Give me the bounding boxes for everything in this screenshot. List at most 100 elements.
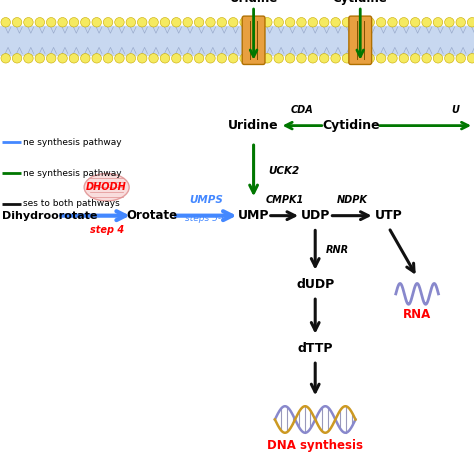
Circle shape <box>433 54 443 63</box>
Circle shape <box>69 54 79 63</box>
Circle shape <box>126 54 136 63</box>
Circle shape <box>285 18 295 27</box>
Circle shape <box>126 18 136 27</box>
Circle shape <box>58 54 67 63</box>
Circle shape <box>354 54 363 63</box>
Circle shape <box>24 54 33 63</box>
Circle shape <box>58 18 67 27</box>
Text: DNA synthesis: DNA synthesis <box>267 439 363 452</box>
Circle shape <box>354 18 363 27</box>
Circle shape <box>365 18 374 27</box>
Text: steps 5-6: steps 5-6 <box>185 214 227 223</box>
Text: CMPK1: CMPK1 <box>265 195 303 205</box>
Circle shape <box>92 18 101 27</box>
Circle shape <box>319 18 329 27</box>
Text: step 4: step 4 <box>90 225 124 235</box>
FancyBboxPatch shape <box>349 16 372 64</box>
Circle shape <box>160 54 170 63</box>
Circle shape <box>217 18 227 27</box>
Circle shape <box>331 54 340 63</box>
Text: dUDP: dUDP <box>296 278 334 291</box>
Circle shape <box>1 18 10 27</box>
Circle shape <box>172 54 181 63</box>
Text: Uridine: Uridine <box>229 0 278 5</box>
Circle shape <box>433 18 443 27</box>
Text: DHODH: DHODH <box>86 182 127 192</box>
Circle shape <box>149 18 158 27</box>
Circle shape <box>445 18 454 27</box>
Circle shape <box>456 18 465 27</box>
Circle shape <box>422 18 431 27</box>
Circle shape <box>81 54 90 63</box>
Circle shape <box>388 18 397 27</box>
Circle shape <box>206 18 215 27</box>
Circle shape <box>228 18 238 27</box>
Text: UDP: UDP <box>301 209 330 222</box>
Text: Cytidine: Cytidine <box>333 0 388 5</box>
Circle shape <box>115 18 124 27</box>
Circle shape <box>35 54 45 63</box>
Text: ses to both pathways: ses to both pathways <box>23 200 120 208</box>
Text: UMPS: UMPS <box>189 195 223 205</box>
Circle shape <box>308 18 318 27</box>
Circle shape <box>194 18 204 27</box>
Circle shape <box>410 18 420 27</box>
Circle shape <box>388 54 397 63</box>
Circle shape <box>251 54 261 63</box>
Circle shape <box>422 54 431 63</box>
Circle shape <box>467 54 474 63</box>
Circle shape <box>342 54 352 63</box>
Circle shape <box>376 18 386 27</box>
Circle shape <box>24 18 33 27</box>
Circle shape <box>445 54 454 63</box>
Circle shape <box>1 54 10 63</box>
Circle shape <box>194 54 204 63</box>
Text: ne synthesis pathway: ne synthesis pathway <box>23 138 122 146</box>
Text: RNA: RNA <box>403 308 431 321</box>
Circle shape <box>35 18 45 27</box>
Text: dTTP: dTTP <box>298 342 333 355</box>
Circle shape <box>149 54 158 63</box>
Circle shape <box>217 54 227 63</box>
Circle shape <box>240 54 249 63</box>
Circle shape <box>308 54 318 63</box>
Text: UMP: UMP <box>238 209 269 222</box>
Circle shape <box>160 18 170 27</box>
Circle shape <box>467 18 474 27</box>
Circle shape <box>274 54 283 63</box>
Circle shape <box>69 18 79 27</box>
Circle shape <box>228 54 238 63</box>
Circle shape <box>456 54 465 63</box>
Text: UTP: UTP <box>375 209 402 222</box>
Circle shape <box>331 18 340 27</box>
Circle shape <box>46 54 56 63</box>
Text: NDPK: NDPK <box>337 195 367 205</box>
Circle shape <box>81 18 90 27</box>
Circle shape <box>12 54 22 63</box>
Circle shape <box>297 18 306 27</box>
Circle shape <box>137 18 147 27</box>
Circle shape <box>376 54 386 63</box>
Circle shape <box>251 18 261 27</box>
Circle shape <box>365 54 374 63</box>
FancyBboxPatch shape <box>242 16 265 64</box>
Text: Uridine: Uridine <box>228 119 279 132</box>
Text: Orotate: Orotate <box>126 209 177 222</box>
Text: CDA: CDA <box>291 105 313 115</box>
Circle shape <box>399 18 409 27</box>
Circle shape <box>103 18 113 27</box>
Ellipse shape <box>84 173 129 201</box>
Circle shape <box>12 18 22 27</box>
Circle shape <box>137 54 147 63</box>
Circle shape <box>319 54 329 63</box>
Text: UCK2: UCK2 <box>268 165 299 176</box>
Circle shape <box>342 18 352 27</box>
Text: ne synthesis pathway: ne synthesis pathway <box>23 169 122 177</box>
Circle shape <box>274 18 283 27</box>
Text: U: U <box>451 105 459 115</box>
Text: Dihydroorotate: Dihydroorotate <box>2 210 98 221</box>
Circle shape <box>206 54 215 63</box>
Circle shape <box>92 54 101 63</box>
Circle shape <box>103 54 113 63</box>
Circle shape <box>183 18 192 27</box>
